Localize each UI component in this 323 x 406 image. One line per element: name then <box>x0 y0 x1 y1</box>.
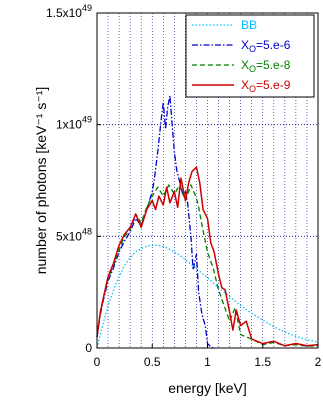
series-line <box>96 94 214 349</box>
y-axis-label: number of photons [keV⁻¹ s⁻¹] <box>33 87 49 275</box>
y-tick-label: 1x1049 <box>56 115 92 132</box>
legend-label: XO=5.e-6 <box>241 38 291 54</box>
series-line <box>96 184 319 347</box>
legend-label: BB <box>241 18 257 32</box>
series-line <box>96 244 319 349</box>
legend-box <box>185 14 315 98</box>
x-tick-label: 2 <box>315 355 322 369</box>
x-tick-label: 1 <box>204 355 211 369</box>
y-tick-label: 1.5x1049 <box>46 3 92 20</box>
y-tick-label: 0 <box>85 341 92 355</box>
y-tick-label: 5x1048 <box>56 226 92 243</box>
x-tick-label: 1.5 <box>254 355 271 369</box>
legend-label: XO=5.e-9 <box>241 78 291 94</box>
x-axis-label: energy [keV] <box>168 380 247 396</box>
x-tick-label: 0.5 <box>144 355 161 369</box>
legend: BB XO=5.e-6 XO=5.e-8 XO=5.e-9 <box>185 14 315 98</box>
grid <box>97 13 318 348</box>
series-layer <box>96 94 319 349</box>
axis-ticks: 0 0.5 1 1.5 2 0 5x1048 1x1049 1.5x1049 <box>46 3 322 369</box>
legend-label: XO=5.e-8 <box>241 58 291 74</box>
x-tick-label: 0 <box>94 355 101 369</box>
series-line <box>96 166 319 347</box>
